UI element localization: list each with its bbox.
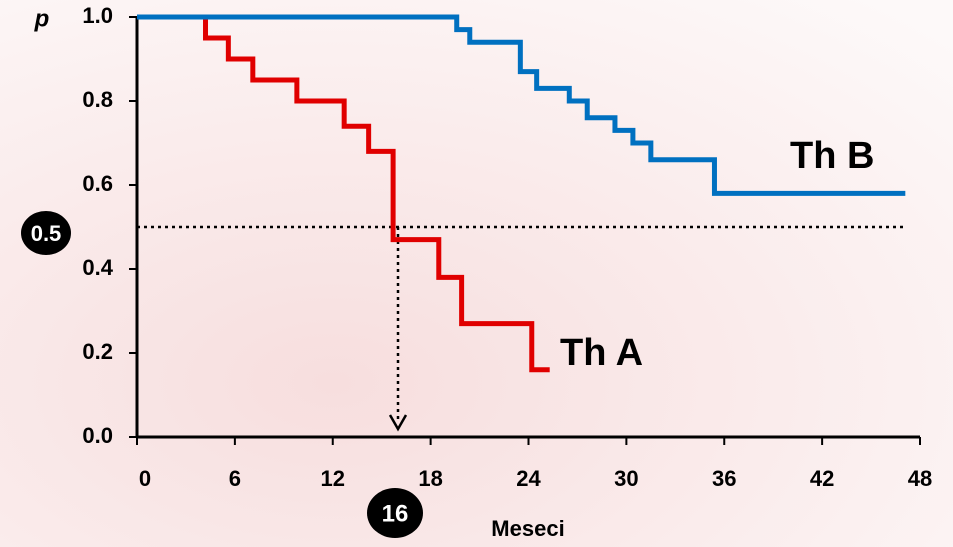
arrow-head xyxy=(388,414,408,432)
x-tick-label: 36 xyxy=(712,466,736,491)
x-tick-label: 12 xyxy=(321,466,345,491)
y-tick-label: 0.2 xyxy=(82,339,113,364)
badge-label: 0.5 xyxy=(31,221,62,246)
y-axis-label: p xyxy=(34,5,50,32)
badge xyxy=(21,211,71,255)
x-tick-label: 0 xyxy=(139,466,151,491)
series-label: Th B xyxy=(790,135,874,177)
x-tick-label: 48 xyxy=(908,466,932,491)
survival-line xyxy=(137,14,906,196)
x-tick-label: 6 xyxy=(229,466,241,491)
series-label: Th A xyxy=(560,332,643,374)
survival-line xyxy=(137,14,550,373)
y-tick-label: 0.4 xyxy=(82,255,113,280)
y-tick-label: 0.8 xyxy=(82,87,113,112)
x-tick-label: 18 xyxy=(418,466,442,491)
badge xyxy=(367,488,423,538)
x-axis-label: Meseci xyxy=(491,516,564,541)
x-tick-label: 24 xyxy=(516,466,541,491)
y-tick-label: 1.0 xyxy=(82,3,113,28)
x-tick-label: 42 xyxy=(810,466,834,491)
y-tick-label: 0.6 xyxy=(82,171,113,196)
y-tick-label: 0.0 xyxy=(82,423,113,448)
badge-label: 16 xyxy=(382,500,409,527)
x-tick-label: 30 xyxy=(614,466,638,491)
